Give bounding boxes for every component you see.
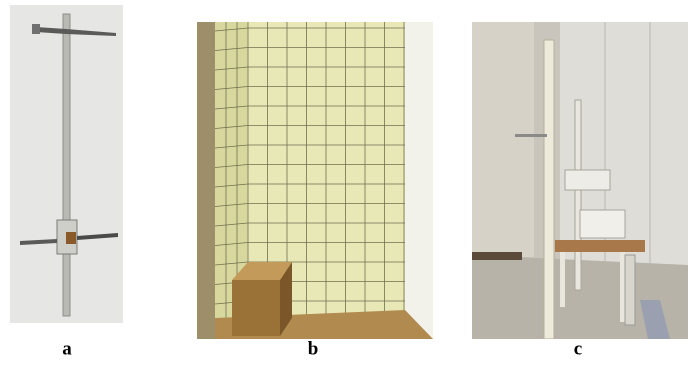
backrest (565, 170, 610, 190)
right-wall (405, 22, 433, 339)
photo-a (10, 5, 123, 323)
chair-top (555, 240, 645, 252)
panel-label: a (62, 338, 72, 359)
pole (63, 14, 70, 316)
seat-box (580, 210, 625, 238)
mat (472, 252, 522, 260)
foot-rule (625, 255, 635, 325)
door (472, 22, 534, 257)
frame (575, 100, 581, 290)
wood-strip (197, 22, 215, 339)
arm-end (32, 24, 40, 34)
chair-leg (620, 252, 625, 322)
chair-leg (560, 252, 565, 307)
photo-c (472, 22, 688, 339)
panel-label: b (308, 338, 319, 359)
slider-knob (66, 232, 76, 244)
panel-label: c (574, 338, 582, 359)
page: a b c (() => { const data = JSON.parse(d… (0, 0, 699, 367)
stool-front (232, 280, 280, 336)
photo-b (197, 22, 433, 339)
figure: a b c (0, 0, 699, 367)
head-bar (515, 134, 547, 137)
upright-board (544, 40, 554, 339)
